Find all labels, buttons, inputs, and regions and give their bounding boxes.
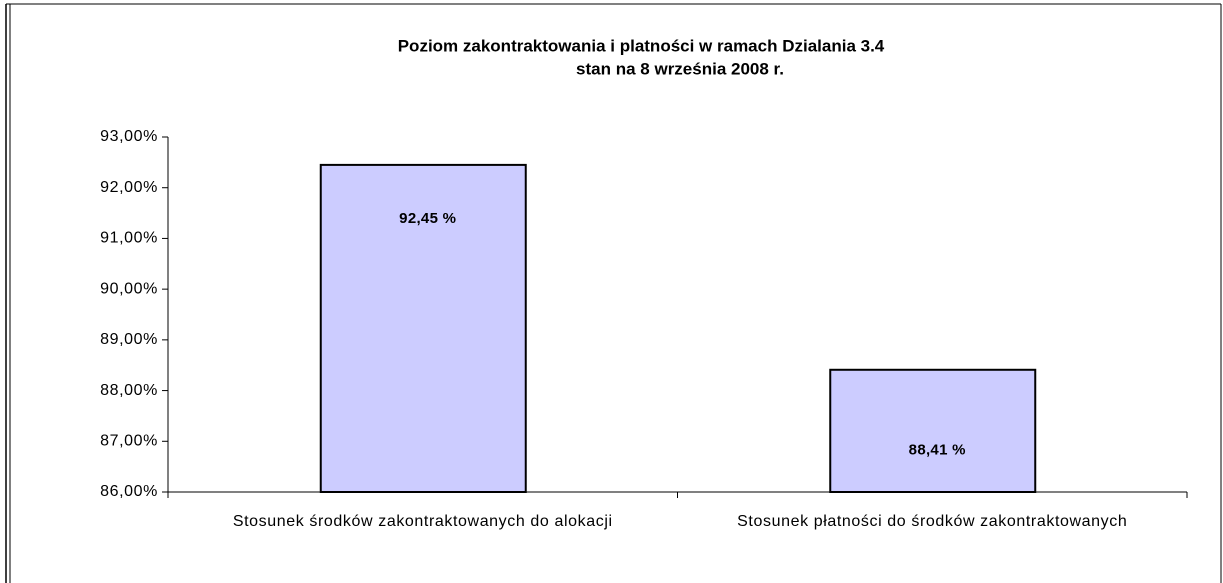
chart-title: Poziom zakontraktowania i platności w ra… <box>398 36 885 55</box>
y-tick-label: 88,00% <box>100 382 158 399</box>
y-tick-label: 89,00% <box>100 331 158 348</box>
y-tick-label: 91,00% <box>100 230 158 247</box>
x-tick-label: Stosunek środków zakontraktowanych do al… <box>233 513 613 530</box>
y-tick-label: 87,00% <box>100 433 158 450</box>
y-tick-label: 86,00% <box>100 483 158 500</box>
y-tick-label: 90,00% <box>100 280 158 297</box>
x-tick-label: Stosunek płatności do środków zakontrakt… <box>737 513 1127 530</box>
y-tick-label: 93,00% <box>100 128 158 145</box>
value-label: 88,41 % <box>909 442 966 459</box>
bar <box>319 163 527 493</box>
y-tick-label: 92,00% <box>100 179 158 196</box>
chart-subtitle: stan na 8 września 2008 r. <box>576 59 784 78</box>
value-label: 92,45 % <box>399 210 456 227</box>
bar <box>829 368 1037 493</box>
